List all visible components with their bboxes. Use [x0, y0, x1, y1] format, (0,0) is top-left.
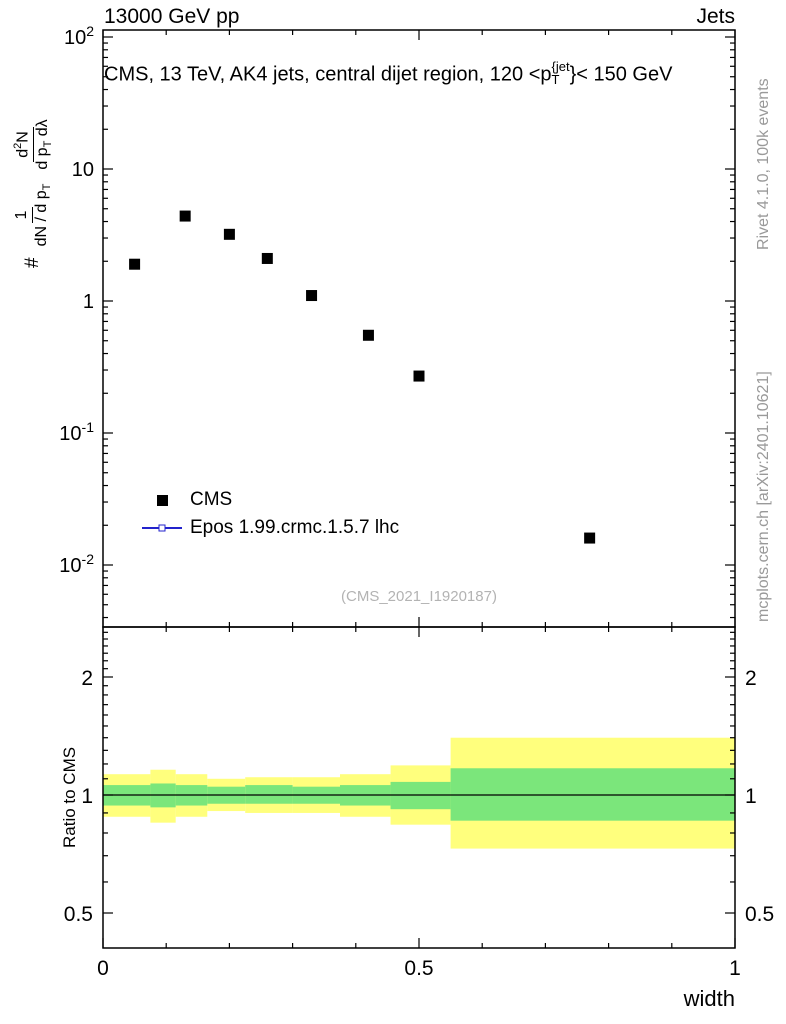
ratio-tick-label-right: 0.5 [745, 903, 774, 926]
legend: CMS Epos 1.99.crmc.1.5.7 lhc [138, 486, 399, 542]
data-point [413, 370, 425, 382]
legend-entry-cms: CMS [138, 486, 399, 514]
ratio-tick-label-left: 2 [81, 667, 93, 690]
data-point [129, 258, 141, 270]
data-point [306, 290, 318, 302]
x-tick-label: 1 [729, 957, 741, 980]
x-tick-label: 0 [97, 957, 109, 980]
plot-title-text: CMS, 13 TeV, AK4 jets, central dijet reg… [104, 63, 552, 86]
ratio-tick-label-right: 2 [745, 667, 757, 690]
data-point [223, 228, 235, 240]
y-tick-label: 10-2 [59, 551, 94, 577]
plot-title: CMS, 13 TeV, AK4 jets, central dijet reg… [104, 59, 673, 87]
cms-square-marker-icon [156, 494, 168, 506]
observable-group-label: Jets [696, 5, 735, 28]
y-tick-label: 10 [72, 159, 94, 181]
x-tick-label: 0.5 [404, 957, 433, 980]
legend-entry-epos: Epos 1.99.crmc.1.5.7 lhc [138, 514, 399, 542]
y-tick-label: 1 [83, 291, 94, 313]
y-tick-label: 10-1 [59, 419, 94, 445]
legend-label-epos: Epos 1.99.crmc.1.5.7 lhc [190, 517, 400, 538]
ratio-tick-label-right: 1 [745, 785, 757, 808]
ratio-tick-label-left: 0.5 [64, 903, 93, 926]
epos-line-marker-icon [142, 524, 182, 532]
analysis-id-watermark: (CMS_2021_I1920187) [341, 588, 497, 605]
normalization-fraction: 1 dN / d pT [13, 183, 53, 247]
beam-energy-label: 13000 GeV pp [104, 5, 240, 28]
mcplots-reference-note: mcplots.cern.ch [arXiv:2401.10621] [755, 371, 772, 622]
hash-symbol: # [22, 257, 44, 268]
ratio-tick-label-left: 1 [81, 785, 93, 808]
legend-label-cms: CMS [190, 489, 233, 510]
pt-jet-supsub: {jet T [551, 59, 570, 87]
ratio-y-axis-label: Ratio to CMS [60, 746, 79, 848]
main-y-axis-label: # 1 dN / d pT d2N d pT dλ [12, 112, 55, 268]
x-axis-title: width [683, 986, 735, 1011]
epos-open-square-icon [158, 524, 166, 532]
y-tick-label: 102 [64, 23, 94, 49]
data-point [261, 252, 273, 264]
data-point [179, 210, 191, 222]
data-point [362, 329, 374, 341]
differential-fraction: d2N d pT dλ [12, 119, 54, 170]
data-point [584, 532, 596, 544]
rivet-version-note: Rivet 4.1.0, 100k events [755, 78, 772, 250]
